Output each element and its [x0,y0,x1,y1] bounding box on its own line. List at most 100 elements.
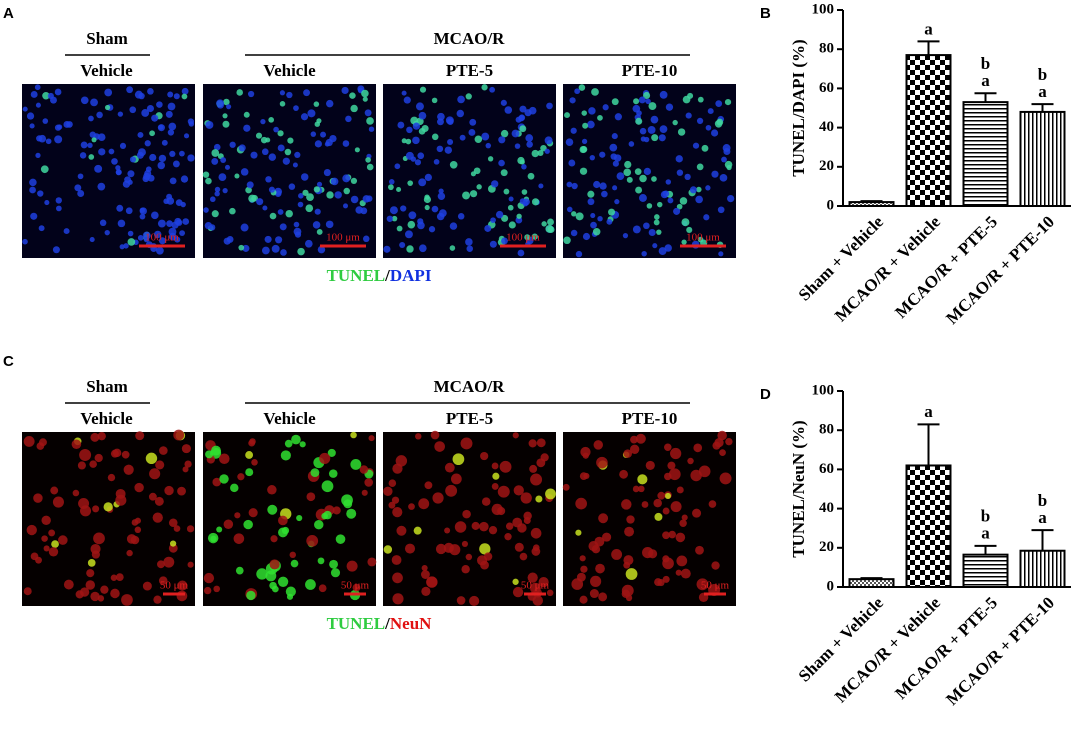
y-tick-label: 0 [827,197,835,213]
cell [245,468,254,477]
cell [530,473,543,486]
cell [481,132,490,141]
scale-bar-label: 100 μm [686,232,720,244]
cell [433,158,440,165]
cell [624,526,635,537]
cell [588,107,596,115]
cell [570,229,578,237]
cell [280,249,287,256]
cell [479,521,489,532]
cell [158,576,168,585]
cell [624,160,632,169]
cell [391,215,398,222]
cell [173,93,180,100]
cell [721,156,727,163]
cell [365,157,371,163]
group-header: Sham [86,29,128,48]
cell [719,174,728,182]
cell [127,179,133,185]
cell [653,219,660,226]
cell [401,90,407,96]
cell [638,485,645,493]
cell [449,245,456,251]
cell [127,238,136,246]
cell [654,512,663,521]
cell [547,226,555,233]
cell [437,112,445,121]
cell [355,206,363,214]
cell [479,543,491,555]
micrograph: 50 μm [562,430,736,606]
cell [645,98,651,105]
cell [565,138,574,146]
cell [126,549,133,557]
cell [230,483,239,493]
cell [519,105,527,113]
stain-name: DAPI [390,266,432,285]
cell [129,106,137,114]
cell [531,547,541,556]
cell [245,186,252,194]
cell [501,214,509,222]
cell [117,111,124,117]
cell [495,210,504,219]
cell [279,90,286,96]
cell [676,486,684,494]
cell [54,124,62,131]
cell [503,188,510,195]
cell [445,116,454,125]
cell [245,451,254,459]
cell [462,191,471,200]
cell [203,586,212,595]
cell [587,190,595,198]
cell [181,93,188,100]
cell [465,238,473,246]
cell [222,187,228,194]
cell [326,191,334,199]
bar [848,578,895,588]
cell [97,133,106,142]
cell [79,449,92,461]
cell [527,572,538,583]
cell [575,212,584,221]
cell [590,221,597,229]
cell [724,160,733,169]
cell [643,222,650,230]
cell [107,473,116,482]
cell [359,465,369,474]
cell [293,105,299,112]
cell [248,508,258,518]
cell [665,103,674,111]
cell [346,560,358,572]
cell [638,194,647,202]
cell [614,113,622,121]
cell [681,218,690,227]
cell [529,464,538,473]
cell [633,98,640,105]
cell [80,141,88,149]
cell [538,577,549,588]
cell [71,439,82,450]
cell [563,236,571,245]
cell [579,167,588,175]
cell [489,86,496,93]
cell [142,581,152,591]
cell [268,186,275,193]
cell [251,459,258,466]
cell [612,160,619,167]
cell [444,462,455,473]
cell [477,555,488,566]
cell [153,595,162,604]
cell [545,488,556,500]
cell [616,172,625,180]
cell [538,183,544,189]
cell [243,124,251,132]
cell [127,170,135,178]
cell [717,430,727,441]
cell [39,438,47,447]
cell [270,535,278,543]
cell [123,464,134,475]
cell [582,122,589,129]
significance-letter: a [924,402,933,421]
cell [692,508,702,518]
